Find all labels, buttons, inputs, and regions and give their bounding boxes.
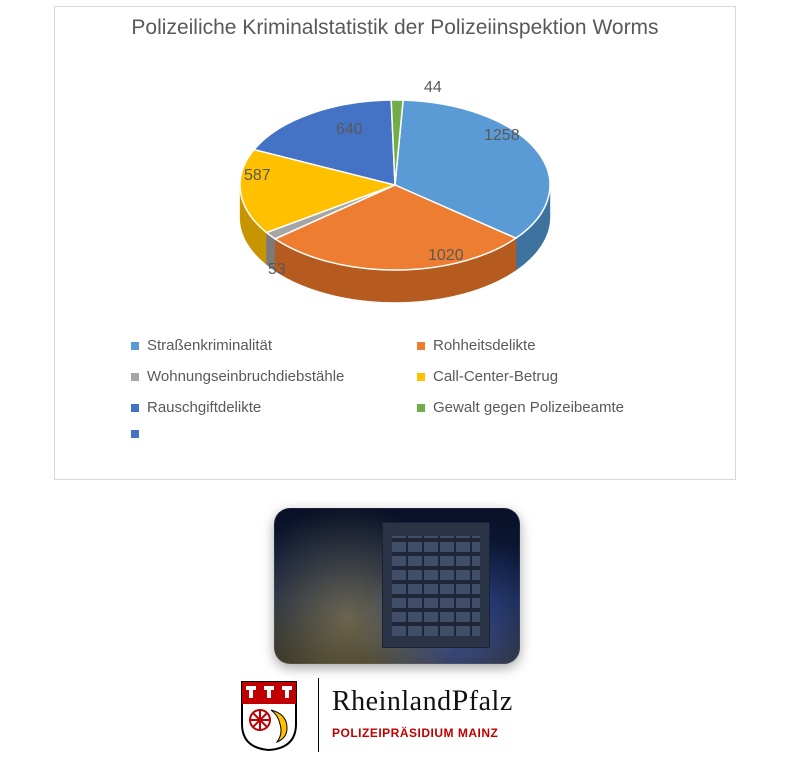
legend-item: Straßenkriminalität xyxy=(131,337,409,354)
legend-item-empty xyxy=(131,430,409,438)
legend-item: Gewalt gegen Polizeibeamte xyxy=(417,399,695,416)
logo-divider xyxy=(318,678,319,752)
pie-value-label: 1258 xyxy=(484,127,520,145)
legend-label: Rohheitsdelikte xyxy=(433,337,536,354)
legend-item: Call-Center-Betrug xyxy=(417,368,695,385)
legend-swatch xyxy=(131,373,139,381)
brand-text: Rheinland xyxy=(332,686,452,717)
legend-label: Rauschgiftdelikte xyxy=(147,399,261,416)
legend-label: Call-Center-Betrug xyxy=(433,368,558,385)
chart-legend: Straßenkriminalität Rohheitsdelikte Wohnun… xyxy=(131,337,695,438)
legend-swatch xyxy=(131,430,139,438)
pie-chart: 125810205358764044 xyxy=(55,85,735,315)
legend-item: Wohnungseinbruchdiebstähle xyxy=(131,368,409,385)
legend-swatch xyxy=(417,342,425,350)
legend-item: Rauschgiftdelikte xyxy=(131,399,409,416)
footer-logo: RheinlandPfalz POLIZEIPRÄSIDIUM MAINZ xyxy=(238,674,578,764)
legend-swatch xyxy=(417,404,425,412)
pie-value-label: 587 xyxy=(244,167,271,185)
brand-subtitle: POLIZEIPRÄSIDIUM MAINZ xyxy=(332,726,498,740)
legend-label: Gewalt gegen Polizeibeamte xyxy=(433,399,624,416)
legend-label: Wohnungseinbruchdiebstähle xyxy=(147,368,344,385)
coat-of-arms-icon xyxy=(238,680,300,752)
legend-swatch xyxy=(131,342,139,350)
pie-value-label: 44 xyxy=(424,79,442,97)
legend-swatch xyxy=(417,373,425,381)
legend-label: Straßenkriminalität xyxy=(147,337,272,354)
chart-title: Polizeiliche Kriminalstatistik der Poliz… xyxy=(55,15,735,41)
pie-value-label: 1020 xyxy=(428,247,464,265)
chart-card: Polizeiliche Kriminalstatistik der Poliz… xyxy=(54,6,736,480)
brand-name: RheinlandPfalz xyxy=(332,684,513,718)
police-building-photo xyxy=(274,508,520,664)
legend-item: Rohheitsdelikte xyxy=(417,337,695,354)
legend-swatch xyxy=(131,404,139,412)
pie-value-label: 53 xyxy=(268,261,286,279)
pie-value-label: 640 xyxy=(336,121,363,139)
